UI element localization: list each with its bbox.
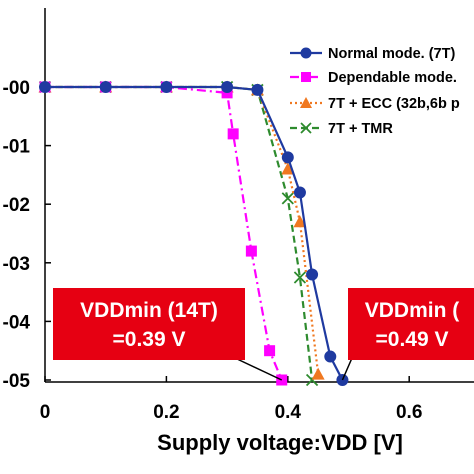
callout-title: VDDmin (14T) [80, 299, 218, 322]
legend-label: Dependable mode. [328, 70, 457, 86]
data-point [227, 128, 239, 140]
legend-label: Normal mode. (7T) [328, 46, 455, 62]
x-axis-label: Supply voltage:VDD [V] [157, 430, 403, 455]
series-line [45, 85, 344, 381]
x-tick-labels: 0 0.2 0.4 0.6 [40, 376, 422, 423]
legend-label: 7T + ECC (32b,6b p [328, 96, 460, 112]
data-point [293, 186, 306, 199]
x-tick-label: 0.2 [153, 402, 179, 423]
y-tick-label: -00 [3, 78, 30, 99]
data-point [160, 81, 173, 93]
data-point [39, 81, 51, 93]
y-tick-label: -01 [3, 137, 31, 158]
y-tick-labels: -00 -01 -02 -03 -04 -05 [3, 78, 51, 392]
data-point [293, 271, 307, 284]
y-tick-label: -05 [3, 371, 31, 392]
legend-item: 7T + ECC (32b,6b p [290, 96, 460, 112]
x-tick-label: 0.6 [396, 402, 422, 423]
legend-label: 7T + TMR [328, 121, 393, 137]
y-tick-label: -04 [3, 312, 31, 333]
x-tick-label: 0.4 [275, 402, 302, 423]
data-point [300, 97, 312, 108]
data-point [301, 72, 311, 82]
vddmin-callout: VDDmin (14T) =0.39 V [53, 288, 283, 381]
data-point [281, 151, 294, 164]
legend: Normal mode. (7T) Dependable mode. 7T + EC… [290, 46, 460, 137]
callout-leader [341, 357, 353, 381]
callout-value: =0.49 V [376, 328, 449, 351]
callout-box [53, 288, 245, 360]
y-tick-label: -03 [3, 254, 30, 275]
data-point [251, 83, 264, 96]
series-layer [38, 80, 349, 387]
callout-value: =0.39 V [113, 328, 186, 351]
callout-title: VDDmin ( [365, 299, 460, 322]
vddmin-callout: VDDmin ( =0.49 V [341, 288, 474, 381]
data-point [324, 350, 337, 363]
data-point [281, 192, 294, 205]
data-point [293, 215, 307, 228]
data-point [281, 162, 295, 175]
data-point [245, 245, 257, 257]
data-point [99, 81, 112, 93]
vddmin-callouts: VDDmin (14T) =0.39 V VDDmin ( =0.49 V [53, 288, 474, 381]
legend-item: 7T + TMR [290, 121, 393, 137]
data-point [311, 367, 325, 380]
callout-box [348, 288, 474, 360]
legend-item: Dependable mode. [290, 70, 457, 86]
data-point [221, 81, 234, 93]
legend-item: Normal mode. (7T) [290, 46, 455, 62]
data-point [300, 122, 312, 134]
y-tick-label: -02 [3, 195, 30, 216]
callout-leader [234, 357, 283, 381]
x-tick-label: 0 [40, 402, 51, 423]
data-point [264, 345, 276, 357]
plot-area [44, 8, 474, 383]
series [39, 81, 349, 386]
data-point [306, 268, 319, 281]
data-point [300, 47, 312, 59]
